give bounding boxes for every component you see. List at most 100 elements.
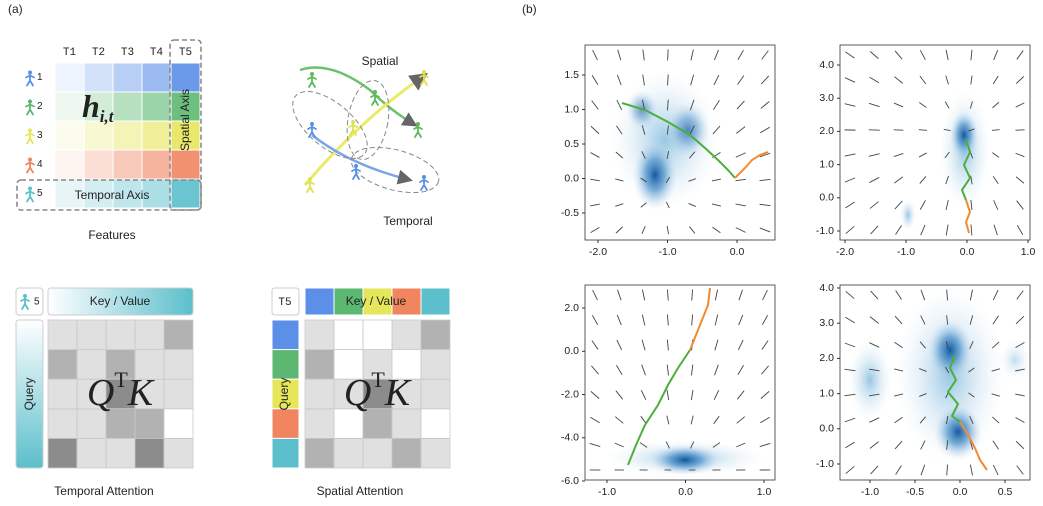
column-label: T5 — [179, 47, 192, 59]
quiver-arrow — [759, 443, 771, 447]
attention-cell — [333, 319, 364, 351]
quiver-arrow — [736, 100, 745, 110]
feature-cell — [112, 62, 143, 93]
time-box — [271, 287, 300, 316]
x-tick-label: -0.5 — [906, 486, 924, 498]
feature-cell — [83, 178, 114, 209]
quiver-arrow — [760, 101, 770, 109]
quiver-arrow — [591, 365, 599, 375]
quiver-arrow — [868, 102, 880, 108]
subscript: i,t — [100, 107, 115, 126]
quiver-arrow — [641, 226, 646, 234]
quiver-arrow — [1016, 50, 1024, 60]
quiver-arrow — [592, 289, 598, 301]
attention-cell — [105, 319, 136, 351]
quiver-arrow — [762, 289, 768, 301]
quiver-arrow — [712, 226, 721, 234]
person-icon — [25, 69, 35, 87]
trajectories — [621, 102, 988, 471]
quiver-arrow — [869, 393, 880, 397]
quiver-arrow — [992, 101, 1000, 109]
x-tick-label: -2.0 — [836, 246, 854, 258]
quiver-arrow — [690, 49, 694, 61]
y-tick-label: -2.0 — [561, 388, 579, 400]
quiver-arrow — [736, 390, 745, 400]
symbol: K — [384, 372, 412, 414]
quiver-arrow — [590, 416, 600, 424]
row-label: 5 — [37, 188, 43, 199]
column-label: T2 — [92, 47, 105, 59]
x-tick-label: -1.0 — [658, 246, 676, 258]
agent-label: 5 — [34, 297, 40, 308]
quiver-arrow — [690, 389, 694, 401]
quiver-arrow — [591, 75, 599, 85]
y-tick-label: 0.0 — [819, 423, 834, 435]
attention-cell — [420, 349, 451, 380]
caption: Temporal Attention — [54, 484, 153, 498]
quiver-arrow — [870, 465, 879, 475]
attention-cell — [76, 408, 107, 439]
quiver-arrow — [642, 99, 646, 111]
key-value-label: Key / Value — [346, 294, 407, 308]
y-tick-label: -6.0 — [561, 475, 579, 487]
attention-cell — [105, 437, 136, 469]
quiver-arrow — [665, 201, 670, 209]
quiver-arrow — [919, 200, 926, 210]
query-cell — [271, 437, 300, 469]
attention-cell — [304, 378, 335, 410]
quiver-arrow — [688, 202, 696, 208]
column-label: T3 — [121, 47, 134, 59]
quiver-arrow — [918, 129, 928, 131]
quiver-arrow — [919, 393, 927, 397]
quiver-arrow — [945, 199, 949, 211]
quiver-arrow — [1015, 176, 1025, 184]
y-tick-label: 0.0 — [564, 345, 579, 357]
quiver-arrow — [920, 315, 926, 325]
quiver-arrow — [713, 49, 719, 61]
quiver-arrow — [844, 368, 856, 372]
quiver-arrow — [969, 416, 974, 424]
attention-cell — [391, 319, 422, 351]
quiver-arrow — [969, 315, 974, 325]
quiver-arrow — [945, 224, 949, 236]
quiver-arrow — [713, 100, 720, 110]
quiver-arrow — [761, 340, 769, 350]
caption: Spatial Attention — [317, 484, 404, 498]
quiver-arrow — [944, 151, 950, 159]
quiver-arrow — [639, 442, 648, 448]
attention-cell — [134, 319, 165, 351]
temporal-axis-label: Temporal Axis — [75, 188, 150, 202]
plot-frame — [839, 44, 1031, 241]
quiver-arrow — [713, 390, 720, 400]
quiver-arrow — [870, 290, 879, 300]
quiver-arrow — [993, 224, 998, 236]
quiver-arrow — [760, 391, 770, 399]
attention-cell — [134, 378, 165, 410]
quiver-arrow — [945, 415, 949, 425]
quiver-arrow — [688, 178, 696, 182]
quiver-arrow — [667, 49, 669, 61]
row-label: 2 — [37, 101, 43, 112]
superscript: T — [114, 367, 128, 392]
quiver-arrow — [666, 125, 669, 135]
symbol: Q — [87, 372, 114, 414]
quiver-arrow — [615, 203, 624, 207]
quiver-arrow — [737, 339, 744, 351]
quiver-arrow — [714, 289, 718, 301]
quiver-arrow — [736, 442, 746, 448]
attention-cell — [163, 408, 194, 439]
y-tick-label: 2.0 — [819, 125, 834, 137]
density — [605, 70, 1031, 476]
quiver-arrow — [845, 291, 855, 299]
attention-cell — [163, 319, 194, 351]
person-icon — [25, 185, 35, 203]
quiver-arrow — [714, 314, 719, 326]
feature-cell — [112, 120, 143, 151]
attention-cell — [47, 319, 78, 351]
quiver-arrow — [893, 152, 904, 158]
feature-cell — [54, 120, 85, 151]
quiver-arrow — [738, 289, 743, 301]
row-label: 3 — [37, 130, 43, 141]
feature-cell — [83, 62, 114, 93]
quiver-arrow — [615, 151, 624, 159]
